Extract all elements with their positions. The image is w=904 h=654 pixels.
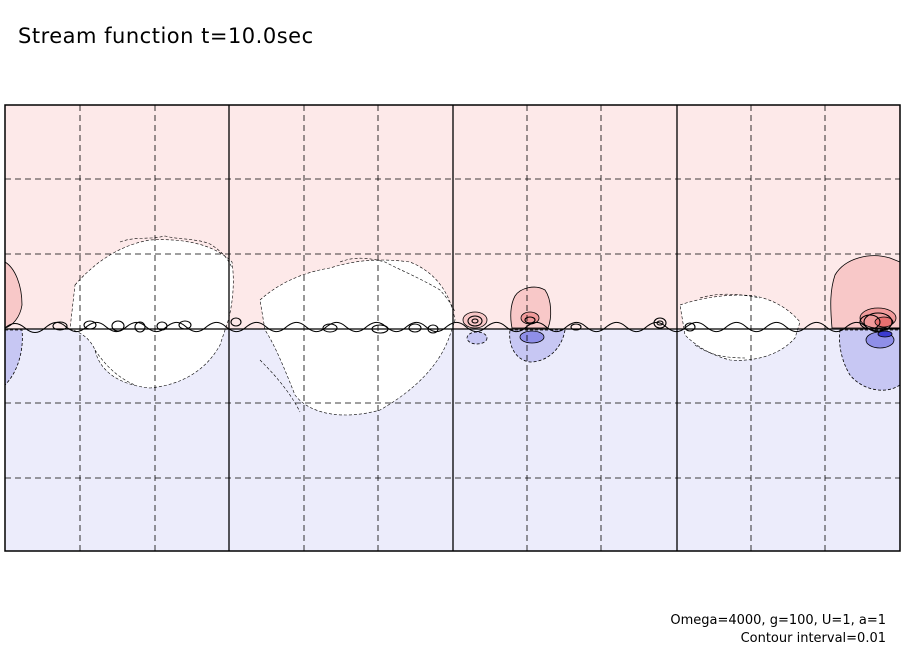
plot-frame <box>4 104 901 552</box>
plot-footer: Omega=4000, g=100, U=1, a=1 Contour inte… <box>670 612 886 648</box>
negative-vortex-core <box>877 330 893 338</box>
outer-contours <box>94 235 761 413</box>
negative-vortex <box>466 331 488 345</box>
grid-solid <box>5 105 900 551</box>
neutral-patch <box>259 259 456 416</box>
neutral-patch <box>679 294 801 361</box>
grid-dashed <box>5 105 900 551</box>
plot-title: Stream function t=10.0sec <box>18 24 314 48</box>
positive-vortex <box>4 261 23 329</box>
negative-vortex-core <box>519 330 545 344</box>
neutral-patch <box>69 239 234 389</box>
parameters-label: Omega=4000, g=100, U=1, a=1 <box>670 613 886 628</box>
contour-interval-label: Contour interval=0.01 <box>740 631 886 646</box>
